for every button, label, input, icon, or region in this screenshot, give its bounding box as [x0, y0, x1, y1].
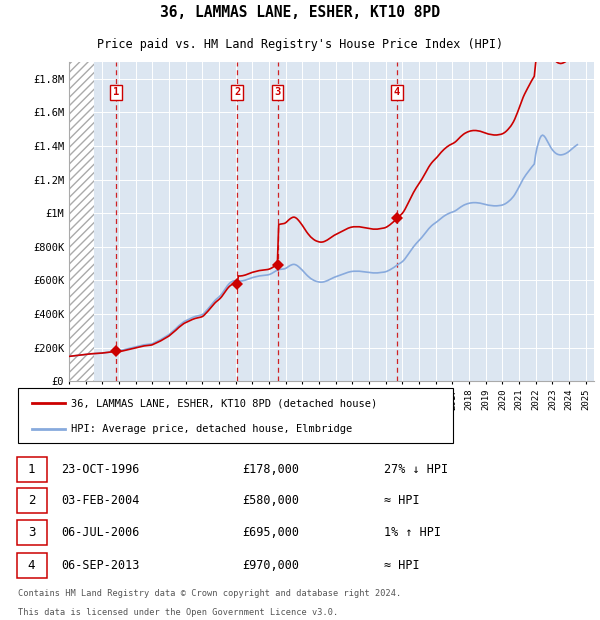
Text: £580,000: £580,000	[242, 494, 299, 507]
Text: 03-FEB-2004: 03-FEB-2004	[61, 494, 139, 507]
FancyBboxPatch shape	[17, 553, 47, 578]
Text: 06-SEP-2013: 06-SEP-2013	[61, 559, 139, 572]
Text: Contains HM Land Registry data © Crown copyright and database right 2024.: Contains HM Land Registry data © Crown c…	[18, 590, 401, 598]
Text: 1: 1	[28, 463, 35, 476]
Text: £970,000: £970,000	[242, 559, 299, 572]
Text: 3: 3	[274, 87, 281, 97]
FancyBboxPatch shape	[17, 520, 47, 546]
Text: 2: 2	[234, 87, 240, 97]
Text: 4: 4	[28, 559, 35, 572]
FancyBboxPatch shape	[18, 388, 453, 443]
Text: ≈ HPI: ≈ HPI	[383, 559, 419, 572]
Text: 06-JUL-2006: 06-JUL-2006	[61, 526, 139, 539]
Text: 2: 2	[28, 494, 35, 507]
FancyBboxPatch shape	[17, 488, 47, 513]
Text: 3: 3	[28, 526, 35, 539]
Text: 36, LAMMAS LANE, ESHER, KT10 8PD: 36, LAMMAS LANE, ESHER, KT10 8PD	[160, 5, 440, 20]
Text: 1: 1	[113, 87, 119, 97]
Text: This data is licensed under the Open Government Licence v3.0.: This data is licensed under the Open Gov…	[18, 608, 338, 617]
Text: 1% ↑ HPI: 1% ↑ HPI	[383, 526, 440, 539]
Bar	[69, 62, 94, 381]
Text: 36, LAMMAS LANE, ESHER, KT10 8PD (detached house): 36, LAMMAS LANE, ESHER, KT10 8PD (detach…	[71, 398, 377, 408]
Text: HPI: Average price, detached house, Elmbridge: HPI: Average price, detached house, Elmb…	[71, 424, 352, 435]
Text: Price paid vs. HM Land Registry's House Price Index (HPI): Price paid vs. HM Land Registry's House …	[97, 38, 503, 51]
Text: 27% ↓ HPI: 27% ↓ HPI	[383, 463, 448, 476]
Text: £178,000: £178,000	[242, 463, 299, 476]
Text: 23-OCT-1996: 23-OCT-1996	[61, 463, 139, 476]
Text: £695,000: £695,000	[242, 526, 299, 539]
Text: ≈ HPI: ≈ HPI	[383, 494, 419, 507]
FancyBboxPatch shape	[17, 457, 47, 482]
Text: 4: 4	[394, 87, 400, 97]
